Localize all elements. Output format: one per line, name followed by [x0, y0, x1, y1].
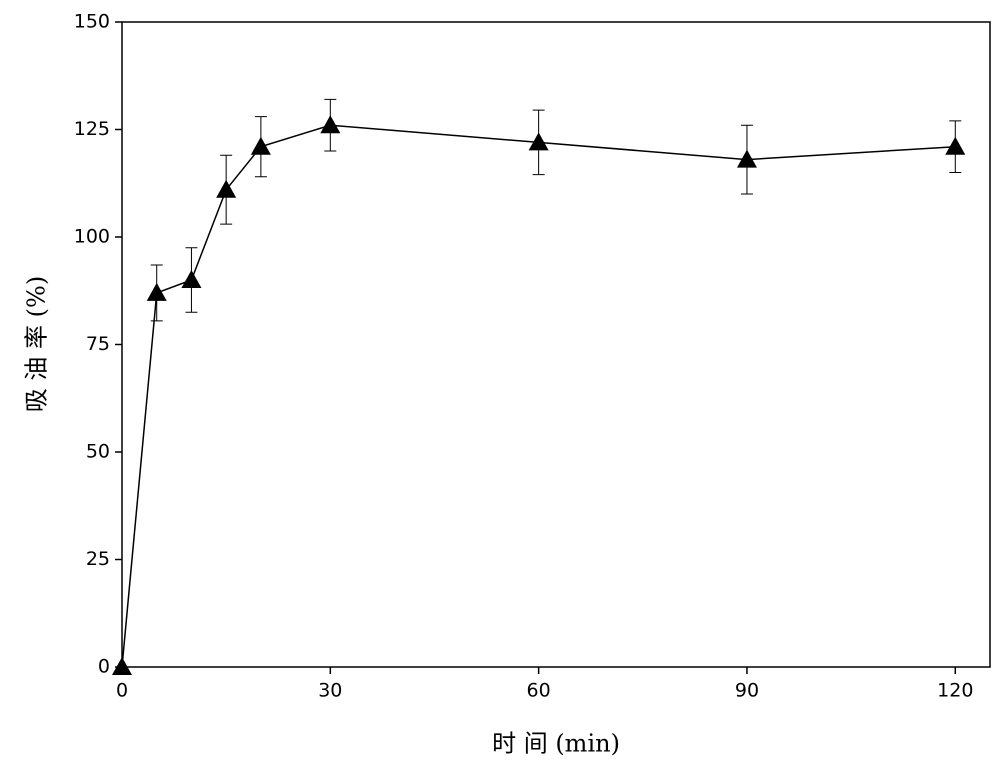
x-tick-label: 90	[735, 680, 759, 702]
y-tick-label: 150	[74, 11, 110, 33]
marker	[216, 180, 236, 198]
marker	[320, 115, 340, 133]
marker	[112, 657, 132, 675]
marker	[147, 283, 167, 301]
x-tick-label: 30	[318, 680, 342, 702]
x-axis-label: 时 间 (min)	[492, 730, 620, 758]
y-tick-label: 125	[74, 118, 110, 140]
x-tick-label: 0	[116, 680, 128, 702]
y-tick-label: 0	[98, 656, 110, 678]
x-tick-label: 60	[527, 680, 551, 702]
marker	[251, 137, 271, 155]
y-tick-label: 100	[74, 226, 110, 248]
plot-frame	[122, 22, 990, 667]
data-line	[122, 125, 955, 667]
marker	[945, 137, 965, 155]
chart: 时 间 (min) 吸 油 率 (%) 0 25 50 75 100 125 150 0 30 6…	[0, 0, 1000, 771]
y-tick-label: 25	[86, 548, 110, 570]
marker	[181, 270, 201, 288]
y-tick-label: 50	[86, 441, 110, 463]
x-tick-label: 120	[937, 680, 973, 702]
y-axis-label: 吸 油 率 (%)	[23, 276, 51, 412]
y-tick-label: 75	[86, 333, 110, 355]
